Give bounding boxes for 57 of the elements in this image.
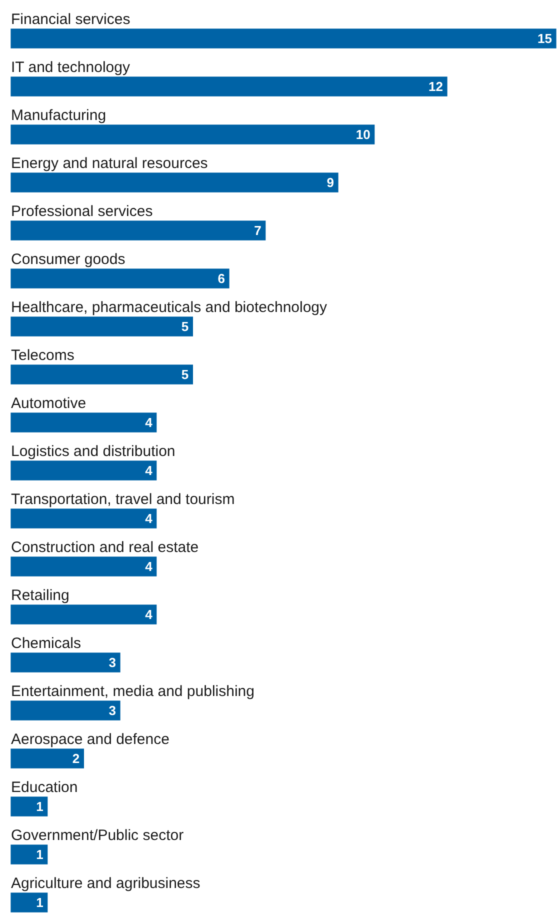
bar xyxy=(10,124,375,144)
data-label: 5 xyxy=(181,319,189,334)
bar xyxy=(10,892,48,912)
y-tick-label: Transportation, travel and tourism xyxy=(11,491,235,508)
bar xyxy=(10,748,84,768)
y-tick-label: Education xyxy=(11,779,78,796)
data-label: 3 xyxy=(108,655,116,670)
y-tick-label: Chemicals xyxy=(11,635,82,652)
y-tick-label: Professional services xyxy=(11,203,153,220)
data-label: 1 xyxy=(36,895,44,910)
y-tick-label: Manufacturing xyxy=(11,107,106,124)
bar xyxy=(10,268,230,288)
y-tick-label: Agriculture and agribusiness xyxy=(11,875,200,892)
bar xyxy=(10,508,157,528)
data-label: 4 xyxy=(145,607,154,622)
y-tick-label: Logistics and distribution xyxy=(11,443,176,460)
bar xyxy=(10,604,157,624)
bar xyxy=(10,28,556,48)
data-label: 4 xyxy=(145,511,154,526)
bar xyxy=(10,220,266,240)
y-tick-label: Consumer goods xyxy=(11,251,126,268)
data-label: 10 xyxy=(356,127,370,142)
y-tick-label: Automotive xyxy=(11,395,86,412)
bar xyxy=(10,364,193,384)
data-label: 7 xyxy=(254,223,262,238)
y-tick-label: Financial services xyxy=(11,11,130,28)
bar xyxy=(10,700,120,720)
data-label: 1 xyxy=(36,799,44,814)
y-tick-label: IT and technology xyxy=(11,59,130,76)
y-tick-label: Retailing xyxy=(11,587,70,604)
y-tick-label: Healthcare, pharmaceuticals and biotechnology xyxy=(11,299,328,316)
bar xyxy=(10,460,157,480)
data-label: 3 xyxy=(108,703,116,718)
data-label: 5 xyxy=(181,367,189,382)
bar xyxy=(10,172,338,192)
data-label: 2 xyxy=(72,751,80,766)
y-tick-label: Telecoms xyxy=(11,347,74,364)
bar xyxy=(10,556,157,576)
y-tick-label: Aerospace and defence xyxy=(11,731,170,748)
data-label: 9 xyxy=(326,175,334,190)
bar xyxy=(10,76,448,96)
data-label: 12 xyxy=(428,79,443,94)
data-label: 1 xyxy=(36,847,44,862)
y-tick-label: Government/Public sector xyxy=(11,827,184,844)
data-label: 15 xyxy=(538,31,552,46)
data-label: 6 xyxy=(218,271,225,286)
y-tick-label: Energy and natural resources xyxy=(11,155,208,172)
bar xyxy=(10,316,193,336)
data-label: 4 xyxy=(145,415,154,430)
bar xyxy=(10,412,157,432)
data-label: 4 xyxy=(145,559,154,574)
bar xyxy=(10,652,120,672)
y-tick-label: Construction and real estate xyxy=(11,539,199,556)
bar xyxy=(10,844,48,864)
data-label: 4 xyxy=(145,463,154,478)
bar xyxy=(10,796,48,816)
y-tick-label: Entertainment, media and publishing xyxy=(11,683,254,700)
